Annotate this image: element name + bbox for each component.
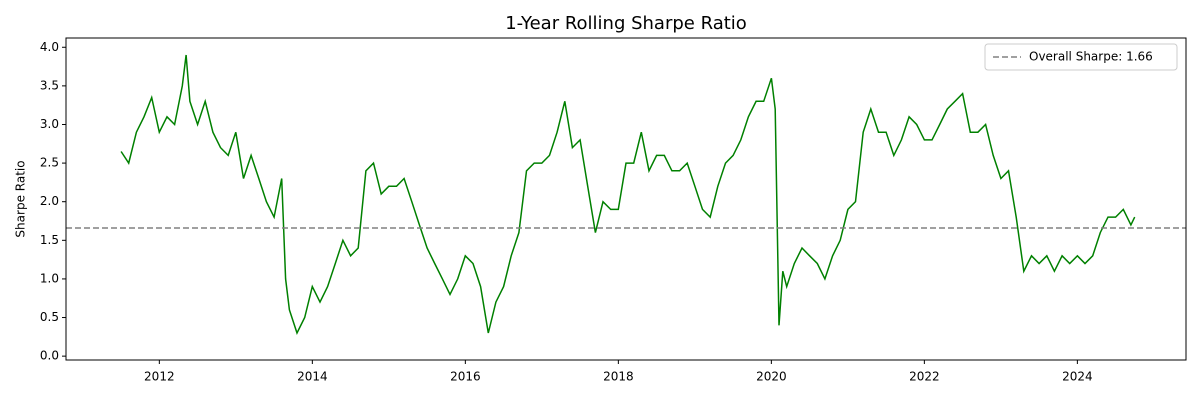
y-tick-label: 3.5	[40, 78, 59, 92]
y-tick-label: 1.0	[40, 271, 59, 285]
x-tick-label: 2016	[450, 370, 481, 384]
x-tick-label: 2014	[297, 370, 328, 384]
x-tick-label: 2018	[603, 370, 634, 384]
chart-title: 1-Year Rolling Sharpe Ratio	[505, 13, 747, 34]
x-tick-label: 2012	[144, 370, 175, 384]
legend-label: Overall Sharpe: 1.66	[1029, 50, 1153, 64]
y-tick-label: 3.0	[40, 117, 59, 131]
y-tick-label: 1.5	[40, 233, 59, 247]
x-tick-label: 2022	[909, 370, 940, 384]
x-tick-label: 2020	[756, 370, 787, 384]
y-tick-label: 2.5	[40, 156, 59, 170]
y-tick-label: 2.0	[40, 194, 59, 208]
y-axis-label: Sharpe Ratio	[14, 160, 28, 237]
series-line	[120, 54, 1136, 335]
y-tick-label: 0.5	[40, 310, 59, 324]
plot-frame	[65, 37, 1187, 361]
x-tick-label: 2024	[1062, 370, 1093, 384]
y-tick-label: 4.0	[40, 40, 59, 54]
legend-box	[984, 43, 1178, 71]
y-tick-label: 0.0	[40, 349, 59, 363]
